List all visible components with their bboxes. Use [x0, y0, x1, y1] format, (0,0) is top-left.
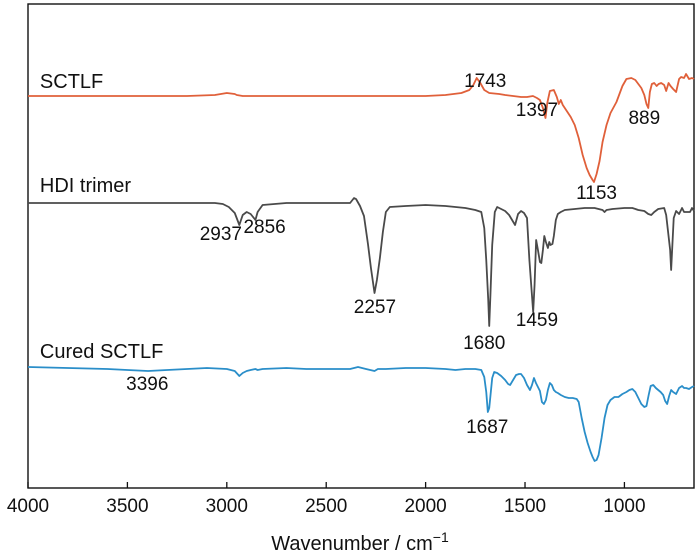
peak-annotations: 1743 1397 889 1153 2937 2856 2257 1680 1459 3396 1… [126, 71, 660, 438]
peak-label: 1687 [466, 417, 508, 438]
peak-label: 1397 [516, 100, 558, 121]
series-line-3 [27, 366, 695, 462]
x-axis-title-superscript: −1 [433, 529, 449, 545]
x-tick-label: 2000 [404, 496, 446, 517]
peak-label: 889 [628, 108, 660, 129]
x-axis-ticks: 4000 3500 3000 2500 2000 1500 1000 [7, 482, 646, 517]
series-label-3: Cured SCTLF [40, 341, 163, 363]
x-axis-title: Wavenumber / cm−1 [271, 529, 449, 555]
peak-label: 3396 [126, 374, 168, 395]
peak-label: 2937 [200, 224, 242, 245]
x-tick-label: 1500 [504, 496, 546, 517]
series-label-1: SCTLF [40, 71, 103, 93]
plot-frame [27, 3, 695, 489]
x-tick-label: 3500 [106, 496, 148, 517]
x-axis-title-text: Wavenumber / cm [271, 533, 433, 555]
peak-label: 1459 [516, 310, 558, 331]
series-line-2 [28, 197, 695, 327]
peak-label: 2856 [243, 217, 285, 238]
peak-label: 1153 [576, 183, 617, 204]
x-tick-label: 4000 [7, 496, 49, 517]
peak-label: 1680 [463, 333, 505, 354]
x-tick-label: 2500 [305, 496, 347, 517]
series-line-1 [28, 73, 695, 183]
spectra-series [27, 73, 695, 462]
x-tick-label: 1000 [603, 496, 645, 517]
x-tick-label: 3000 [206, 496, 248, 517]
series-label-2: HDI trimer [40, 175, 131, 197]
series-labels: SCTLF HDI trimer Cured SCTLF [40, 71, 163, 363]
peak-label: 1743 [464, 71, 506, 92]
peak-label: 2257 [354, 297, 396, 318]
